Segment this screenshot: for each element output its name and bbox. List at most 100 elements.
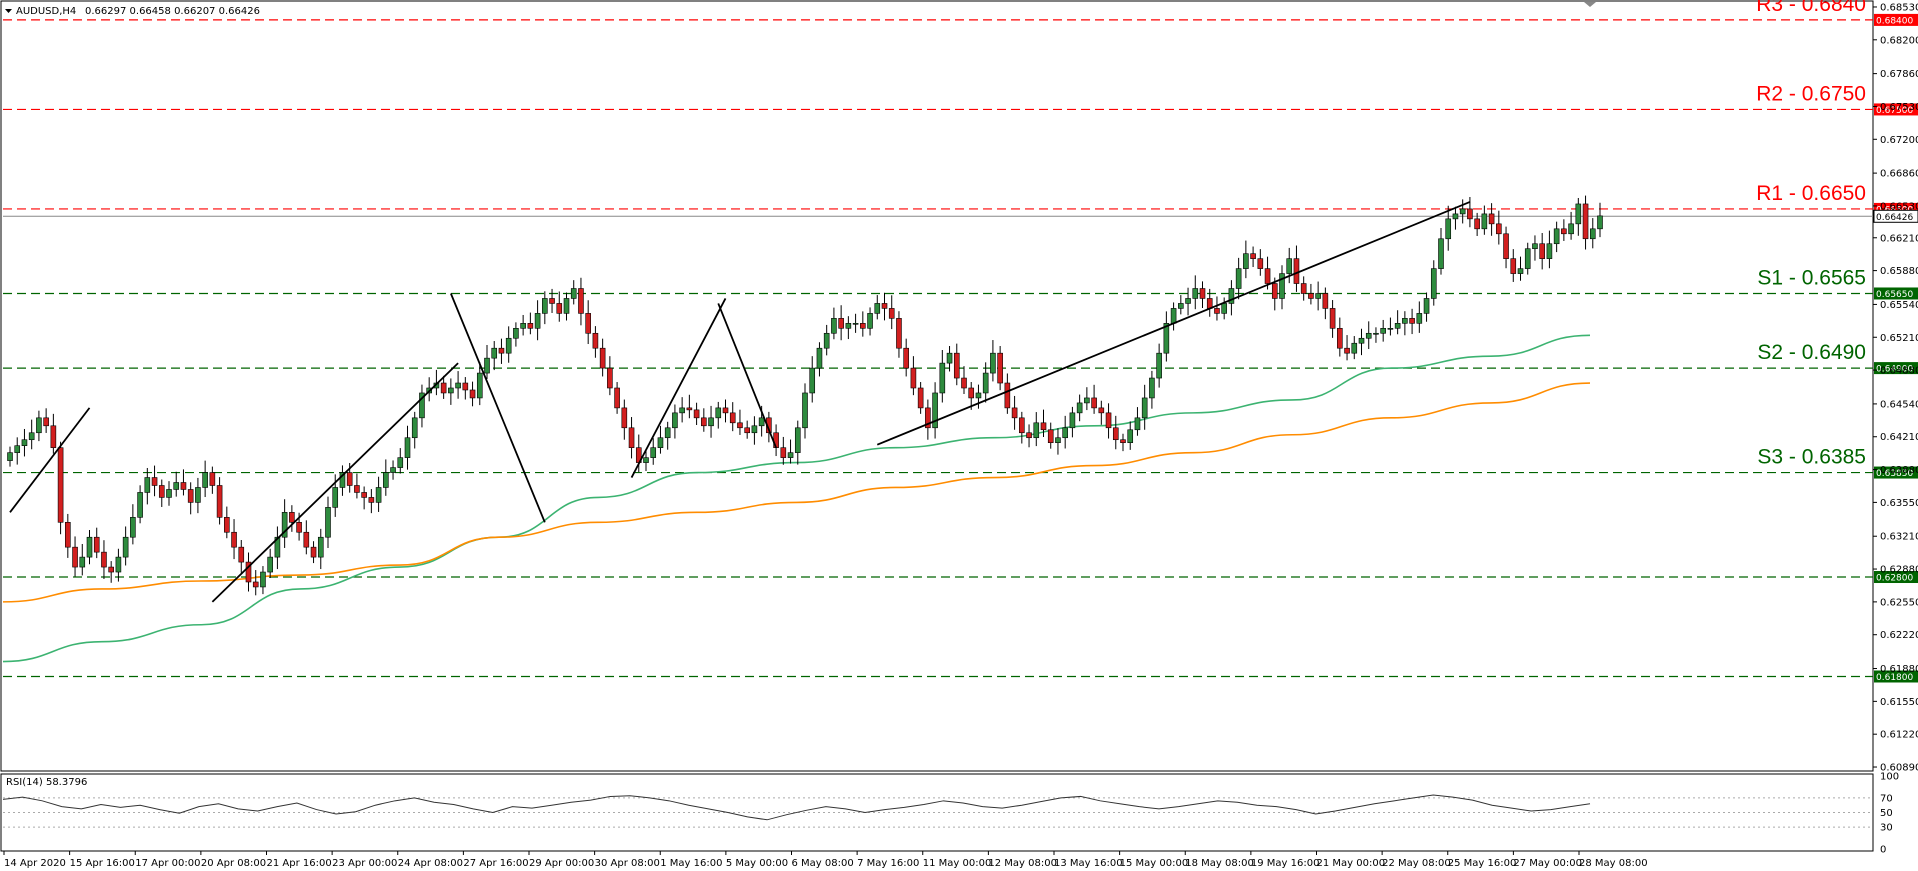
candle-body <box>1112 427 1119 441</box>
rsi-tick-label: 30 <box>1880 823 1893 834</box>
candle-body <box>599 347 606 369</box>
candle-body <box>28 432 35 441</box>
candle-body <box>1387 328 1394 330</box>
level-price-tag <box>1874 571 1918 584</box>
candle-body <box>1568 223 1574 235</box>
candle-body <box>1062 427 1068 439</box>
candle-body <box>1185 298 1191 304</box>
price-tick-label: 0.66210 <box>1880 233 1918 244</box>
candle-body <box>657 437 664 448</box>
candle-body <box>823 332 830 349</box>
candle-body <box>975 392 982 399</box>
candle-body <box>1394 323 1401 329</box>
candle-body <box>1510 258 1517 274</box>
candle-body <box>252 581 259 588</box>
price-tick-label: 0.66860 <box>1880 169 1918 180</box>
candle-body <box>693 409 700 419</box>
trendline <box>630 298 727 478</box>
time-tick-label: 13 May 16:00 <box>1054 858 1123 869</box>
candle-body <box>961 377 967 389</box>
candle-body <box>607 367 613 389</box>
candle-body <box>1163 323 1170 354</box>
candle-body <box>354 485 360 493</box>
price-tick-label: 0.61550 <box>1880 697 1918 708</box>
symbol-label: AUDUSD,H4 <box>16 6 76 17</box>
candle-body <box>664 427 671 439</box>
candle-body <box>838 318 844 329</box>
candle-body <box>650 447 657 458</box>
candle-body <box>1582 203 1589 240</box>
candle-body <box>686 407 693 411</box>
candle-body <box>1409 318 1415 324</box>
candle-body <box>1423 298 1430 314</box>
level-price-tag <box>1874 287 1918 300</box>
rsi-panel-frame <box>0 773 1874 852</box>
candle-body <box>93 536 100 553</box>
menu-arrow-icon[interactable] <box>5 9 12 13</box>
level-price-tag-text: 0.68400 <box>1876 16 1913 26</box>
price-tick-label: 0.68200 <box>1880 35 1918 46</box>
candle-body <box>1250 253 1256 259</box>
candle-body <box>1351 342 1358 354</box>
time-tick-label: 21 May 00:00 <box>1317 858 1386 869</box>
level-price-tag-text: 0.64900 <box>1876 365 1913 375</box>
price-tick-label: 0.64880 <box>1880 366 1918 377</box>
trendline <box>450 293 546 523</box>
candle-body <box>419 392 425 419</box>
candle-body <box>578 288 584 314</box>
candle-body <box>289 512 295 523</box>
candle-body <box>1076 402 1083 414</box>
candle-body <box>137 492 143 518</box>
candle-body <box>310 546 317 558</box>
trendline <box>211 362 459 603</box>
price-tick-label: 0.67860 <box>1880 69 1918 80</box>
candle-body <box>1575 203 1582 225</box>
price-tick-label: 0.63880 <box>1880 465 1918 476</box>
candle-body <box>1040 422 1047 431</box>
candle-body <box>180 482 187 490</box>
candle-body <box>455 382 461 389</box>
candle-body <box>462 382 469 391</box>
time-tick-label: 5 May 00:00 <box>726 858 788 869</box>
candle-body <box>1105 412 1112 429</box>
candle-body <box>1279 273 1285 299</box>
rsi-tick-label: 70 <box>1880 793 1893 804</box>
candle-body <box>744 427 750 434</box>
candle-body <box>874 303 881 314</box>
time-tick-label: 24 Apr 08:00 <box>398 858 463 869</box>
candle-body <box>1459 208 1466 215</box>
candle-body <box>36 417 42 434</box>
candle-body <box>968 387 975 399</box>
time-tick-label: 1 May 16:00 <box>660 858 722 869</box>
candle-body <box>534 313 541 329</box>
scroll-marker-icon[interactable] <box>1584 2 1596 7</box>
candle-body <box>556 303 563 314</box>
candle-body <box>585 313 591 334</box>
candle-body <box>86 536 93 558</box>
candle-body <box>383 472 389 488</box>
price-tick-label: 0.61220 <box>1880 730 1918 741</box>
candle-body <box>260 571 266 588</box>
candle-body <box>397 457 404 468</box>
candle-body <box>1149 377 1155 399</box>
candle-body <box>932 392 938 429</box>
candle-body <box>14 445 21 453</box>
candle-body <box>1264 268 1271 284</box>
candle-body <box>224 517 230 533</box>
candle-body <box>643 457 649 463</box>
candle-body <box>166 489 172 498</box>
candle-body <box>267 556 273 573</box>
candle-body <box>614 387 620 409</box>
candle-body <box>476 372 483 399</box>
candle-body <box>780 447 787 458</box>
candle-body <box>1178 303 1184 309</box>
candle-body <box>1286 258 1293 274</box>
rsi-tick-label: 50 <box>1880 808 1893 819</box>
candle-body <box>130 517 136 538</box>
candle-body <box>202 472 208 488</box>
candle-body <box>57 447 64 523</box>
level-price-tag-text: 0.67500 <box>1876 106 1913 116</box>
time-tick-label: 18 May 08:00 <box>1185 858 1254 869</box>
trendline <box>717 303 777 449</box>
